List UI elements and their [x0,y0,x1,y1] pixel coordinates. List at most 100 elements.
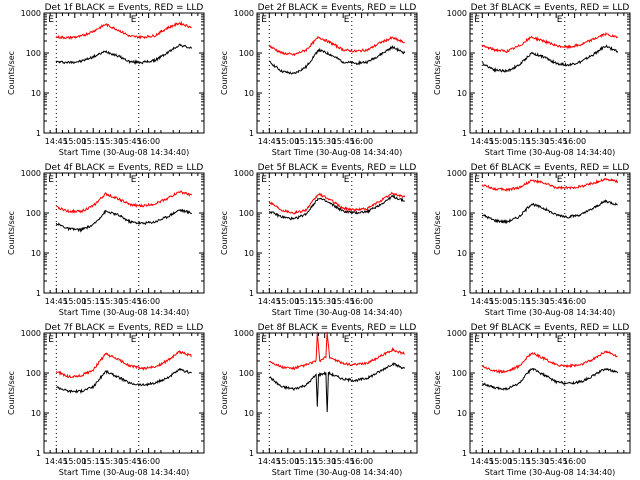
lld-series-line [55,20,192,41]
y-tick-label: 10 [244,249,254,258]
plot-frame [256,172,418,294]
x-tick-label: 16:00 [563,137,586,146]
eclipse-marker-label: E [131,335,137,345]
x-tick-label: 15:00 [489,137,512,146]
events-series-line [268,194,405,221]
x-tick-label: 15:00 [276,297,299,306]
eclipse-marker-label: E [131,15,137,25]
y-tick-label: 1000 [447,169,467,178]
x-tick-label: 15:00 [63,297,86,306]
x-tick-label: 15:45 [545,457,568,466]
x-axis-label: Start Time (30-Aug-08 14:34:40) [485,308,616,317]
events-series-line [56,367,192,395]
x-tick-label: 15:00 [489,297,512,306]
lld-series-line [268,191,406,215]
y-tick-label: 100 [452,209,467,218]
x-tick-label: 15:45 [332,457,355,466]
x-tick-label: 15:00 [276,137,299,146]
y-tick-label: 1000 [21,9,41,18]
x-tick-label: 15:30 [100,297,123,306]
x-tick-label: 15:45 [119,137,142,146]
y-tick-label: 1 [462,289,467,298]
lld-series-line [268,331,405,371]
y-tick-label: 100 [452,49,467,58]
x-tick-label: 16:00 [350,457,373,466]
y-tick-label: 1000 [234,9,254,18]
panel-det-9: Det 9f BLACK = Events, RED = LLD 1 10 100 10… [433,323,631,477]
y-tick-label: 1 [36,289,41,298]
events-series-line [481,367,619,391]
eclipse-marker-label: E [344,335,350,345]
y-tick-label: 100 [452,369,467,378]
y-axis-label: Counts/sec [433,371,442,415]
y-tick-label: 1000 [234,169,254,178]
x-axis-label: Start Time (30-Aug-08 14:34:40) [59,308,190,317]
y-tick-label: 1000 [21,329,41,338]
events-series-line [482,44,619,73]
y-tick-label: 1 [249,289,254,298]
panel-title: Det 7f BLACK = Events, RED = LLD [45,323,204,333]
y-tick-label: 1 [249,129,254,138]
x-tick-label: 15:15 [295,297,318,306]
panel-title: Det 3f BLACK = Events, RED = LLD [471,3,630,13]
x-axis-label: Start Time (30-Aug-08 14:34:40) [485,468,616,477]
x-tick-label: 14:45 [258,137,281,146]
x-tick-label: 15:15 [82,137,105,146]
x-tick-label: 15:45 [332,137,355,146]
x-tick-label: 15:30 [313,457,336,466]
plot-frame [43,172,205,294]
x-tick-label: 16:00 [563,457,586,466]
plot-frame [256,12,418,134]
x-tick-label: 16:00 [137,137,160,146]
x-tick-label: 15:00 [63,457,86,466]
x-tick-label: 16:00 [137,457,160,466]
panel-title: Det 5f BLACK = Events, RED = LLD [258,163,417,173]
x-tick-label: 16:00 [563,297,586,306]
panel-det-2: Det 2f BLACK = Events, RED = LLD 1 10 100 10… [220,3,418,157]
y-tick-label: 10 [31,249,41,258]
x-tick-label: 15:45 [332,297,355,306]
x-axis-label: Start Time (30-Aug-08 14:34:40) [59,148,190,157]
x-tick-label: 16:00 [350,137,373,146]
x-axis-label: Start Time (30-Aug-08 14:34:40) [272,468,403,477]
panel-title: Det 4f BLACK = Events, RED = LLD [45,163,204,173]
x-axis-label: Start Time (30-Aug-08 14:34:40) [272,308,403,317]
y-axis-label: Counts/sec [7,51,16,95]
y-tick-label: 10 [244,409,254,418]
x-tick-label: 15:00 [489,457,512,466]
y-axis-label: Counts/sec [220,51,229,95]
panel-det-6: Det 6f BLACK = Events, RED = LLD 1 10 100 10… [433,163,631,317]
y-axis-label: Counts/sec [7,211,16,255]
x-tick-label: 16:00 [350,297,373,306]
y-tick-label: 10 [457,409,467,418]
y-tick-label: 100 [239,209,254,218]
y-tick-label: 1 [249,449,254,458]
x-tick-label: 14:45 [471,297,494,306]
x-axis-label: Start Time (30-Aug-08 14:34:40) [485,148,616,157]
y-tick-label: 10 [457,249,467,258]
eclipse-marker-label: E [48,335,54,345]
y-tick-label: 100 [239,369,254,378]
eclipse-marker-label: E [261,15,267,25]
y-axis-label: Counts/sec [433,211,442,255]
panel-det-1: Det 1f BLACK = Events, RED = LLD 1 10 100 10… [7,3,205,157]
eclipse-marker-label: E [474,335,480,345]
x-tick-label: 15:30 [526,137,549,146]
eclipse-marker-label: E [48,15,54,25]
y-tick-label: 10 [244,89,254,98]
eclipse-marker-label: E [48,175,54,185]
x-tick-label: 14:45 [45,137,68,146]
plot-frame [469,172,631,294]
x-tick-label: 15:00 [276,457,299,466]
panel-title: Det 2f BLACK = Events, RED = LLD [258,3,417,13]
y-tick-label: 100 [26,209,41,218]
x-tick-label: 16:00 [137,297,160,306]
lld-series-line [56,190,193,214]
panel-det-8: Det 8f BLACK = Events, RED = LLD 1 10 100 10… [220,323,418,477]
x-tick-label: 15:30 [100,137,123,146]
y-tick-label: 1000 [447,329,467,338]
lld-series-line [55,350,193,379]
x-tick-label: 15:15 [508,297,531,306]
panel-det-7: Det 7f BLACK = Events, RED = LLD 1 10 100 10… [7,323,205,477]
